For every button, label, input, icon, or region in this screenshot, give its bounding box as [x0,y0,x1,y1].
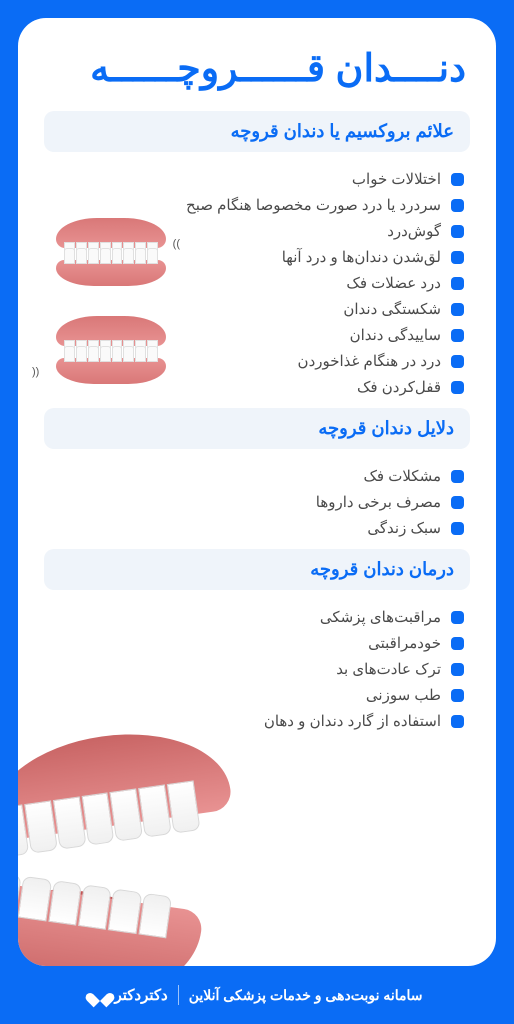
list-item-text: درد عضلات فک [346,274,441,292]
bullet-icon [451,663,464,676]
section-header: درمان دندان قروچه [44,549,470,590]
page-title: دنــــدان قــــــروچــــــه [44,46,470,91]
list-item-text: طب سوزنی [366,686,441,704]
section-list: مراقبت‌های پزشکی خودمراقبتی ترک عادت‌های ب… [44,604,470,734]
list-item: سبک زندگی [44,515,470,541]
list-item-text: سردرد یا درد صورت مخصوصا هنگام صبح [186,196,441,214]
list-item-text: لق‌شدن دندان‌ها و درد آنها [282,248,441,266]
brand-name: دکتردکتر [114,986,167,1004]
list-item-text: ترک عادت‌های بد [336,660,441,678]
footer-tagline: سامانه نوبت‌دهی و خدمات پزشکی آنلاین [189,987,423,1004]
list-item: شکستگی دندان [44,296,470,322]
footer-divider [178,985,179,1005]
list-item: طب سوزنی [44,682,470,708]
section-header: علائم بروکسیم یا دندان قروچه [44,111,470,152]
bullet-icon [451,496,464,509]
list-item: درد در هنگام غذاخوردن [44,348,470,374]
bullet-icon [451,199,464,212]
bullet-icon [451,277,464,290]
list-item: مراقبت‌های پزشکی [44,604,470,630]
list-item: درد عضلات فک [44,270,470,296]
bullet-icon [451,715,464,728]
bullet-icon [451,251,464,264]
list-item: ترک عادت‌های بد [44,656,470,682]
list-item-text: خودمراقبتی [368,634,441,652]
bullet-icon [451,355,464,368]
bullet-icon [451,522,464,535]
bullet-icon [451,470,464,483]
list-item-text: استفاده از گارد دندان و دهان [264,712,441,730]
teeth-large-illustration [18,736,248,966]
list-item: خودمراقبتی [44,630,470,656]
brand: دکتردکتر [91,986,167,1004]
list-item-text: مراقبت‌های پزشکی [320,608,441,626]
bullet-icon [451,611,464,624]
heart-icon [91,987,109,1003]
bullet-icon [451,225,464,238]
bullet-icon [451,637,464,650]
list-item-text: گوش‌درد [387,222,441,240]
section-list: مشکلات فک مصرف برخی داروها سبک زندگی [44,463,470,541]
list-item-text: مشکلات فک [363,467,441,485]
bullet-icon [451,381,464,394]
list-item-text: ساییدگی دندان [350,326,441,344]
list-item-text: اختلالات خواب [352,170,441,188]
main-card: دنــــدان قــــــروچــــــه علائم بروکسی… [18,18,496,966]
section-list: اختلالات خواب سردرد یا درد صورت مخصوصا هن… [44,166,470,400]
bullet-icon [451,329,464,342]
list-item: ساییدگی دندان [44,322,470,348]
list-item: گوش‌درد [44,218,470,244]
footer: سامانه نوبت‌دهی و خدمات پزشکی آنلاین دکت… [0,966,514,1024]
list-item-text: سبک زندگی [367,519,441,537]
list-item: قفل‌کردن فک [44,374,470,400]
bullet-icon [451,303,464,316]
list-item: سردرد یا درد صورت مخصوصا هنگام صبح [44,192,470,218]
content: دنــــدان قــــــروچــــــه علائم بروکسی… [44,46,470,734]
list-item: اختلالات خواب [44,166,470,192]
list-item-text: مصرف برخی داروها [316,493,441,511]
list-item: لق‌شدن دندان‌ها و درد آنها [44,244,470,270]
list-item: استفاده از گارد دندان و دهان [44,708,470,734]
bullet-icon [451,689,464,702]
section-header: دلایل دندان قروچه [44,408,470,449]
bullet-icon [451,173,464,186]
list-item-text: قفل‌کردن فک [357,378,441,396]
list-item-text: درد در هنگام غذاخوردن [298,352,441,370]
list-item-text: شکستگی دندان [343,300,441,318]
list-item: مشکلات فک [44,463,470,489]
list-item: مصرف برخی داروها [44,489,470,515]
